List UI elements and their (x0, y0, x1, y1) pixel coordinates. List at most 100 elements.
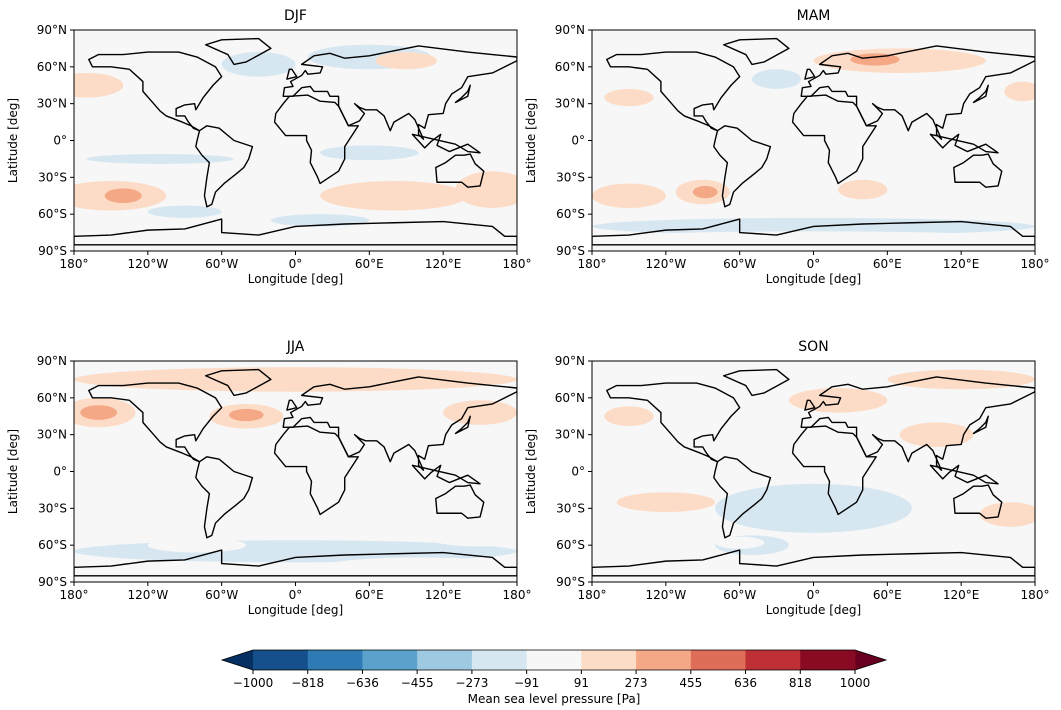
y-tick-label: 30°S (38, 501, 67, 515)
pressure-anomaly-region (751, 69, 802, 89)
pressure-anomaly-region (320, 181, 468, 211)
x-tick-label: 120°E (943, 588, 980, 602)
coastline (195, 125, 254, 208)
colorbar-bin (362, 650, 418, 670)
x-tick-label: 180° (1021, 257, 1050, 271)
colorbar-tick-label: −273 (455, 676, 488, 690)
pressure-anomaly-region (604, 406, 654, 427)
x-tick-label: 60°E (873, 588, 902, 602)
pressure-anomaly-region (788, 388, 888, 413)
pressure-anomaly-region (455, 171, 517, 209)
pressure-anomaly-region (147, 537, 247, 553)
pressure-anomaly-region (80, 405, 118, 420)
coastline (953, 484, 1003, 519)
x-tick-label: 180° (60, 257, 89, 271)
coastline (929, 464, 999, 485)
pressure-anomaly-region (86, 154, 234, 164)
pressure-anomaly-region (443, 400, 517, 425)
x-tick-label: 180° (578, 257, 607, 271)
map-panel-mam: MAM 180° 120°W 60°W 0° 60°E 120°E 180° 90°N 60°N 3… (524, 8, 1049, 286)
coastline (804, 399, 816, 411)
coastline (713, 456, 772, 539)
coastline (74, 549, 517, 577)
coastline (800, 376, 1035, 471)
coastline (953, 153, 1003, 188)
x-tick-label: 180° (578, 588, 607, 602)
coastline (972, 415, 989, 435)
pressure-anomaly-region (592, 183, 666, 209)
colorbar-tick-label: −455 (401, 676, 434, 690)
y-tick-label: 30°S (556, 170, 585, 184)
y-tick-label: 90°S (556, 575, 585, 589)
coastline (722, 37, 790, 66)
coastline (195, 456, 254, 539)
y-tick-label: 30°N (555, 97, 585, 111)
pressure-anomaly-region (813, 48, 986, 73)
y-tick-label: 90°N (555, 23, 585, 37)
x-axis-label: Longitude [deg] (766, 603, 861, 617)
background-contour (74, 30, 517, 251)
colorbar-tick-label: −818 (291, 676, 324, 690)
y-tick-label: 0° (571, 465, 585, 479)
colorbar-tick-label: 455 (679, 676, 702, 690)
x-tick-label: 0° (289, 588, 303, 602)
x-tick-label: 60°W (723, 588, 756, 602)
colorbar-bin (471, 650, 528, 670)
coastline (74, 218, 517, 246)
pressure-anomaly-region (715, 483, 912, 533)
x-axis-label: Longitude [deg] (766, 272, 861, 286)
x-tick-label: 180° (503, 588, 532, 602)
coastline (800, 45, 1035, 140)
colorbar-label: Mean sea level pressure [Pa] (468, 692, 641, 706)
y-axis-label: Latitude [deg] (6, 429, 20, 514)
x-tick-label: 180° (60, 588, 89, 602)
pressure-anomaly-region (320, 145, 419, 161)
coastline (286, 399, 298, 411)
y-tick-label: 0° (571, 134, 585, 148)
pressure-anomaly-region (692, 185, 718, 199)
x-tick-label: 0° (807, 257, 821, 271)
coastline (204, 368, 272, 397)
coastline (273, 94, 359, 185)
x-tick-label: 120°E (425, 257, 462, 271)
y-tick-label: 90°S (38, 575, 67, 589)
pressure-anomaly-region (320, 557, 517, 578)
y-tick-label: 30°N (37, 97, 67, 111)
coastline (592, 549, 1035, 577)
coastline (454, 84, 471, 104)
x-axis-label: Longitude [deg] (248, 603, 343, 617)
pressure-anomaly-region (229, 408, 264, 422)
y-tick-label: 90°N (555, 354, 585, 368)
y-axis-label: Latitude [deg] (6, 98, 20, 183)
x-tick-label: 60°W (205, 588, 238, 602)
colorbar-bin (690, 650, 747, 670)
pressure-anomaly-region (147, 205, 222, 218)
y-tick-label: 30°S (38, 170, 67, 184)
coastline (282, 45, 517, 140)
x-tick-label: 60°E (355, 257, 384, 271)
coastline (713, 125, 772, 208)
y-tick-label: 0° (53, 134, 67, 148)
y-axis-label: Latitude [deg] (524, 98, 538, 183)
map-area (592, 30, 1035, 251)
pressure-anomaly-region (104, 188, 142, 204)
coastline (88, 51, 223, 132)
pressure-anomaly-region (74, 72, 124, 98)
y-axis-label: Latitude [deg] (524, 429, 538, 514)
colorbar-extend-over (855, 650, 886, 670)
pressure-anomaly-region (838, 179, 888, 200)
coastline (435, 153, 485, 188)
coastline (592, 218, 1035, 246)
coastline (435, 484, 485, 519)
y-tick-label: 60°S (556, 538, 585, 552)
map-panel-son: SON 180° 120°W 60°W 0° 60°E 120°E 180° 90°N 60°N 3… (524, 339, 1049, 617)
y-tick-label: 60°S (38, 207, 67, 221)
x-tick-label: 120°E (943, 257, 980, 271)
pressure-anomaly-region (221, 52, 296, 77)
coastline (929, 133, 999, 154)
colorbar-bin (636, 650, 692, 670)
pressure-anomaly-region (1004, 81, 1035, 102)
colorbar-bin (745, 650, 801, 670)
y-tick-label: 90°S (556, 244, 585, 258)
y-tick-label: 60°S (38, 538, 67, 552)
